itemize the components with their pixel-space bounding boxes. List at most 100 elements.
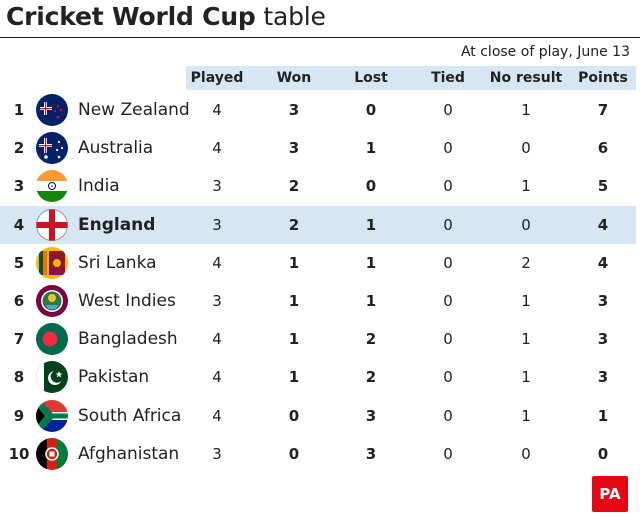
no-result-cell: 1	[521, 101, 531, 119]
table-header-band	[186, 66, 636, 90]
table-row: 6 West Indies 3 1 1 0 1 3	[0, 282, 640, 320]
played-cell: 4	[212, 406, 222, 425]
col-header-tied: Tied	[431, 70, 465, 86]
team-name: Sri Lanka	[78, 252, 157, 273]
team-name: Australia	[78, 138, 154, 159]
won-cell: 2	[288, 215, 300, 234]
col-header-no-result: No result	[489, 70, 563, 86]
points-cell: 3	[597, 330, 609, 349]
played-cell: 4	[212, 253, 222, 272]
team-name: Afghanistan	[78, 443, 180, 464]
afghanistan-flag-icon	[36, 437, 68, 470]
won-cell: 1	[288, 330, 300, 349]
lost-cell: 3	[365, 406, 377, 425]
points-cell: 0	[597, 444, 609, 463]
tied-cell: 0	[443, 292, 453, 310]
won-cell: 3	[288, 101, 300, 119]
team-name: England	[78, 214, 156, 235]
tied-cell: 0	[443, 101, 453, 119]
no-result-cell: 1	[521, 368, 531, 387]
table-row: 8 Pakistan 4 1 2 0 1 3	[0, 358, 640, 396]
won-cell: 1	[288, 253, 300, 272]
table-row: 5 Sri Lanka 4 1 1 0 2 4	[0, 244, 640, 282]
rank-cell: 5	[13, 253, 25, 272]
played-cell: 4	[212, 368, 222, 387]
won-cell: 0	[288, 444, 300, 463]
rank-cell: 4	[13, 215, 25, 234]
tied-cell: 0	[443, 406, 453, 425]
bangladesh-flag-icon	[36, 323, 68, 356]
subtitle: At close of play, June 13	[460, 44, 630, 60]
lost-cell: 0	[365, 177, 377, 196]
col-header-won: Won	[276, 70, 312, 86]
team-name: New Zealand	[78, 100, 190, 120]
col-header-played: Played	[190, 70, 244, 86]
tied-cell: 0	[443, 330, 453, 349]
title-strong: Cricket World Cup	[6, 2, 256, 31]
lost-cell: 0	[365, 101, 377, 119]
england-flag-icon	[36, 208, 68, 241]
sri-lanka-flag-icon	[36, 246, 68, 279]
table-row: 10 Afghanistan 3 0 3 0 0 0	[0, 435, 640, 473]
no-result-cell: 0	[521, 215, 531, 234]
no-result-cell: 1	[521, 406, 531, 425]
played-cell: 3	[212, 444, 222, 463]
lost-cell: 3	[365, 444, 377, 463]
played-cell: 4	[212, 101, 222, 119]
pa-logo: PA	[592, 476, 628, 512]
page-title: Cricket World Cup table	[6, 0, 326, 34]
rank-cell: 9	[13, 406, 25, 425]
col-header-points: Points	[578, 70, 628, 86]
row-highlight	[0, 205, 636, 244]
played-cell: 3	[212, 215, 222, 234]
rank-cell: 7	[13, 330, 25, 349]
no-result-cell: 1	[521, 292, 531, 310]
table-row: 9 South Africa 4 0 3 0 1 1	[0, 397, 640, 435]
no-result-cell: 0	[521, 139, 531, 158]
tied-cell: 0	[443, 139, 453, 158]
won-cell: 1	[288, 292, 300, 310]
points-cell: 6	[597, 139, 609, 158]
won-cell: 1	[288, 368, 300, 387]
team-name: Bangladesh	[78, 329, 178, 350]
lost-cell: 2	[365, 330, 377, 349]
rank-cell: 1	[13, 101, 25, 119]
rank-cell: 2	[13, 139, 25, 158]
table-row: 4 England 3 2 1 0 0 4	[0, 205, 640, 244]
pakistan-flag-icon	[36, 361, 68, 394]
table-row: 3 India 3 2 0 0 1 5	[0, 167, 640, 205]
south-africa-flag-icon	[36, 399, 68, 432]
played-cell: 4	[212, 330, 222, 349]
no-result-cell: 0	[521, 444, 531, 463]
title-divider	[0, 37, 640, 38]
points-cell: 4	[597, 253, 609, 272]
rank-cell: 6	[13, 292, 25, 310]
table-row: 1 New Zealand 4 3 0 0 1 7	[0, 91, 640, 129]
col-header-lost: Lost	[354, 70, 388, 86]
team-name: South Africa	[78, 405, 182, 426]
no-result-cell: 1	[521, 330, 531, 349]
points-cell: 3	[597, 292, 609, 310]
lost-cell: 1	[365, 139, 377, 158]
tied-cell: 0	[443, 368, 453, 387]
played-cell: 3	[212, 292, 222, 310]
played-cell: 3	[212, 177, 222, 196]
tied-cell: 0	[443, 177, 453, 196]
lost-cell: 1	[365, 215, 377, 234]
played-cell: 4	[212, 139, 222, 158]
won-cell: 3	[288, 139, 300, 158]
won-cell: 0	[288, 406, 300, 425]
won-cell: 2	[288, 177, 300, 196]
points-cell: 1	[597, 406, 609, 425]
points-cell: 4	[597, 215, 609, 234]
points-cell: 7	[597, 101, 609, 119]
australia-flag-icon	[36, 132, 68, 165]
team-name: West Indies	[78, 291, 176, 311]
lost-cell: 2	[365, 368, 377, 387]
rank-cell: 3	[13, 177, 25, 196]
lost-cell: 1	[365, 253, 377, 272]
tied-cell: 0	[443, 215, 453, 234]
india-flag-icon	[36, 170, 68, 203]
tied-cell: 0	[443, 253, 453, 272]
team-name: Pakistan	[78, 367, 150, 388]
